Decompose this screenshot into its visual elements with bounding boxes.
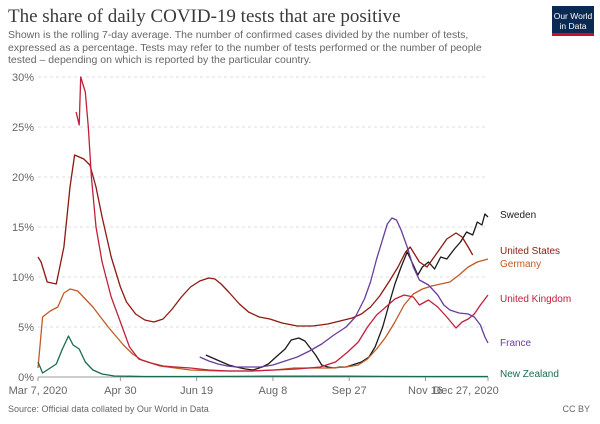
logo-line-2: in Data (559, 21, 587, 31)
x-tick-label: Dec 27, 2020 (433, 385, 498, 397)
x-tick-label: Jun 19 (180, 385, 213, 397)
y-tick-label: 25% (12, 122, 34, 134)
source-note: Source: Official data collated by Our Wo… (8, 404, 209, 414)
chart-subtitle: Shown is the rolling 7-day average. The … (8, 29, 482, 66)
series-line-new-zealand[interactable] (37, 335, 488, 378)
series-line-united-kingdom[interactable] (75, 76, 489, 372)
series-label-united-kingdom[interactable]: United Kingdom (500, 294, 571, 305)
x-tick-label: Apr 30 (104, 385, 136, 397)
x-tick-label: Aug 8 (259, 385, 288, 397)
series-label-new-zealand[interactable]: New Zealand (500, 369, 559, 380)
chart-title: The share of daily COVID-19 tests that a… (8, 6, 401, 27)
series-line-united-states[interactable] (37, 154, 474, 327)
x-tick-label: Mar 7, 2020 (9, 385, 68, 397)
y-tick-label: 20% (12, 172, 34, 184)
y-tick-label: 0% (18, 372, 34, 384)
y-tick-label: 10% (12, 272, 34, 284)
x-tick-label: Sep 27 (332, 385, 367, 397)
y-tick-label: 15% (12, 222, 34, 234)
x-tick-label: Nov 16 (408, 385, 443, 397)
y-tick-label: 30% (12, 72, 34, 84)
series-label-france[interactable]: France (500, 338, 532, 349)
license-link[interactable]: CC BY (562, 404, 590, 414)
series-line-france[interactable] (199, 217, 489, 368)
y-tick-label: 5% (18, 322, 34, 334)
series-label-united-states[interactable]: United States (500, 246, 560, 257)
logo-line-1: Our World (553, 11, 593, 21)
series-label-germany[interactable]: Germany (500, 259, 541, 270)
owid-logo[interactable]: Our World in Data (552, 6, 594, 36)
series-label-sweden[interactable]: Sweden (500, 210, 536, 221)
series-line-sweden[interactable] (205, 213, 489, 371)
